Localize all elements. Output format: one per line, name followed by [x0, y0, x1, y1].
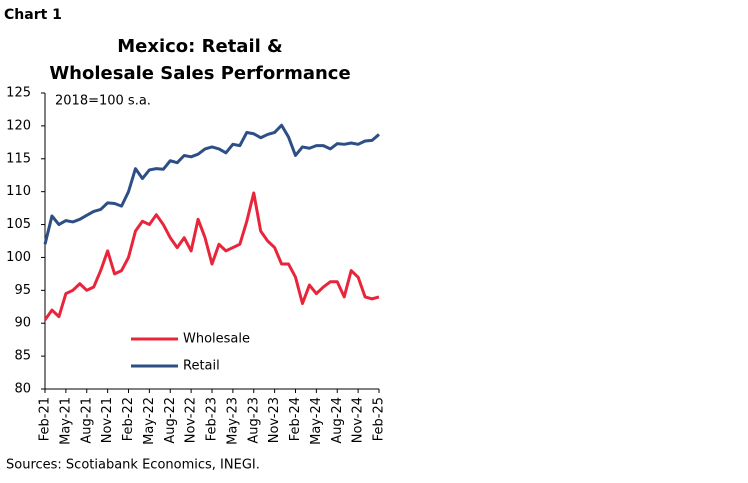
x-tick-label: May-21: [58, 397, 73, 445]
x-tick-label: Feb-23: [205, 397, 220, 441]
annotation: 2018=100 s.a.: [55, 94, 151, 109]
chart-title: Wholesale Sales Performance: [49, 63, 350, 84]
y-tick-label: 90: [14, 316, 31, 331]
legend-label: Retail: [183, 359, 220, 374]
x-tick-label: Feb-24: [288, 397, 303, 441]
y-tick-label: 80: [14, 382, 31, 397]
line-series: [43, 123, 380, 245]
y-tick-label: 110: [6, 184, 31, 199]
y-tick-label: 95: [14, 283, 31, 298]
chart-title: Mexico: Retail &: [117, 36, 283, 57]
x-tick-label: Aug-24: [330, 397, 345, 444]
x-tick-label: May-24: [309, 397, 324, 445]
x-tick-label: Nov-24: [351, 397, 366, 443]
y-tick-label: 115: [6, 151, 31, 166]
line-series: [43, 191, 380, 321]
x-tick-label: Aug-21: [79, 397, 94, 444]
x-tick-label: May-23: [225, 397, 240, 445]
x-tick-label: Aug-22: [163, 397, 178, 444]
y-tick-label: 105: [6, 217, 31, 232]
y-tick-label: 125: [6, 86, 31, 101]
y-tick-label: 120: [6, 118, 31, 133]
x-tick-label: Feb-21: [38, 397, 53, 441]
x-tick-label: Feb-25: [372, 397, 387, 441]
legend-label: Wholesale: [183, 332, 250, 347]
x-tick-label: Nov-22: [184, 397, 199, 443]
y-tick-label: 85: [14, 349, 31, 364]
source: Sources: Scotiabank Economics, INEGI.: [6, 458, 260, 473]
y-tick-label: 100: [6, 250, 31, 265]
x-tick-label: May-22: [142, 397, 157, 445]
x-tick-label: Nov-21: [100, 397, 115, 443]
chart-label: Chart 1: [4, 7, 62, 23]
x-tick-label: Nov-23: [267, 397, 282, 443]
x-tick-label: Aug-23: [246, 397, 261, 444]
x-tick-label: Feb-22: [121, 397, 136, 441]
